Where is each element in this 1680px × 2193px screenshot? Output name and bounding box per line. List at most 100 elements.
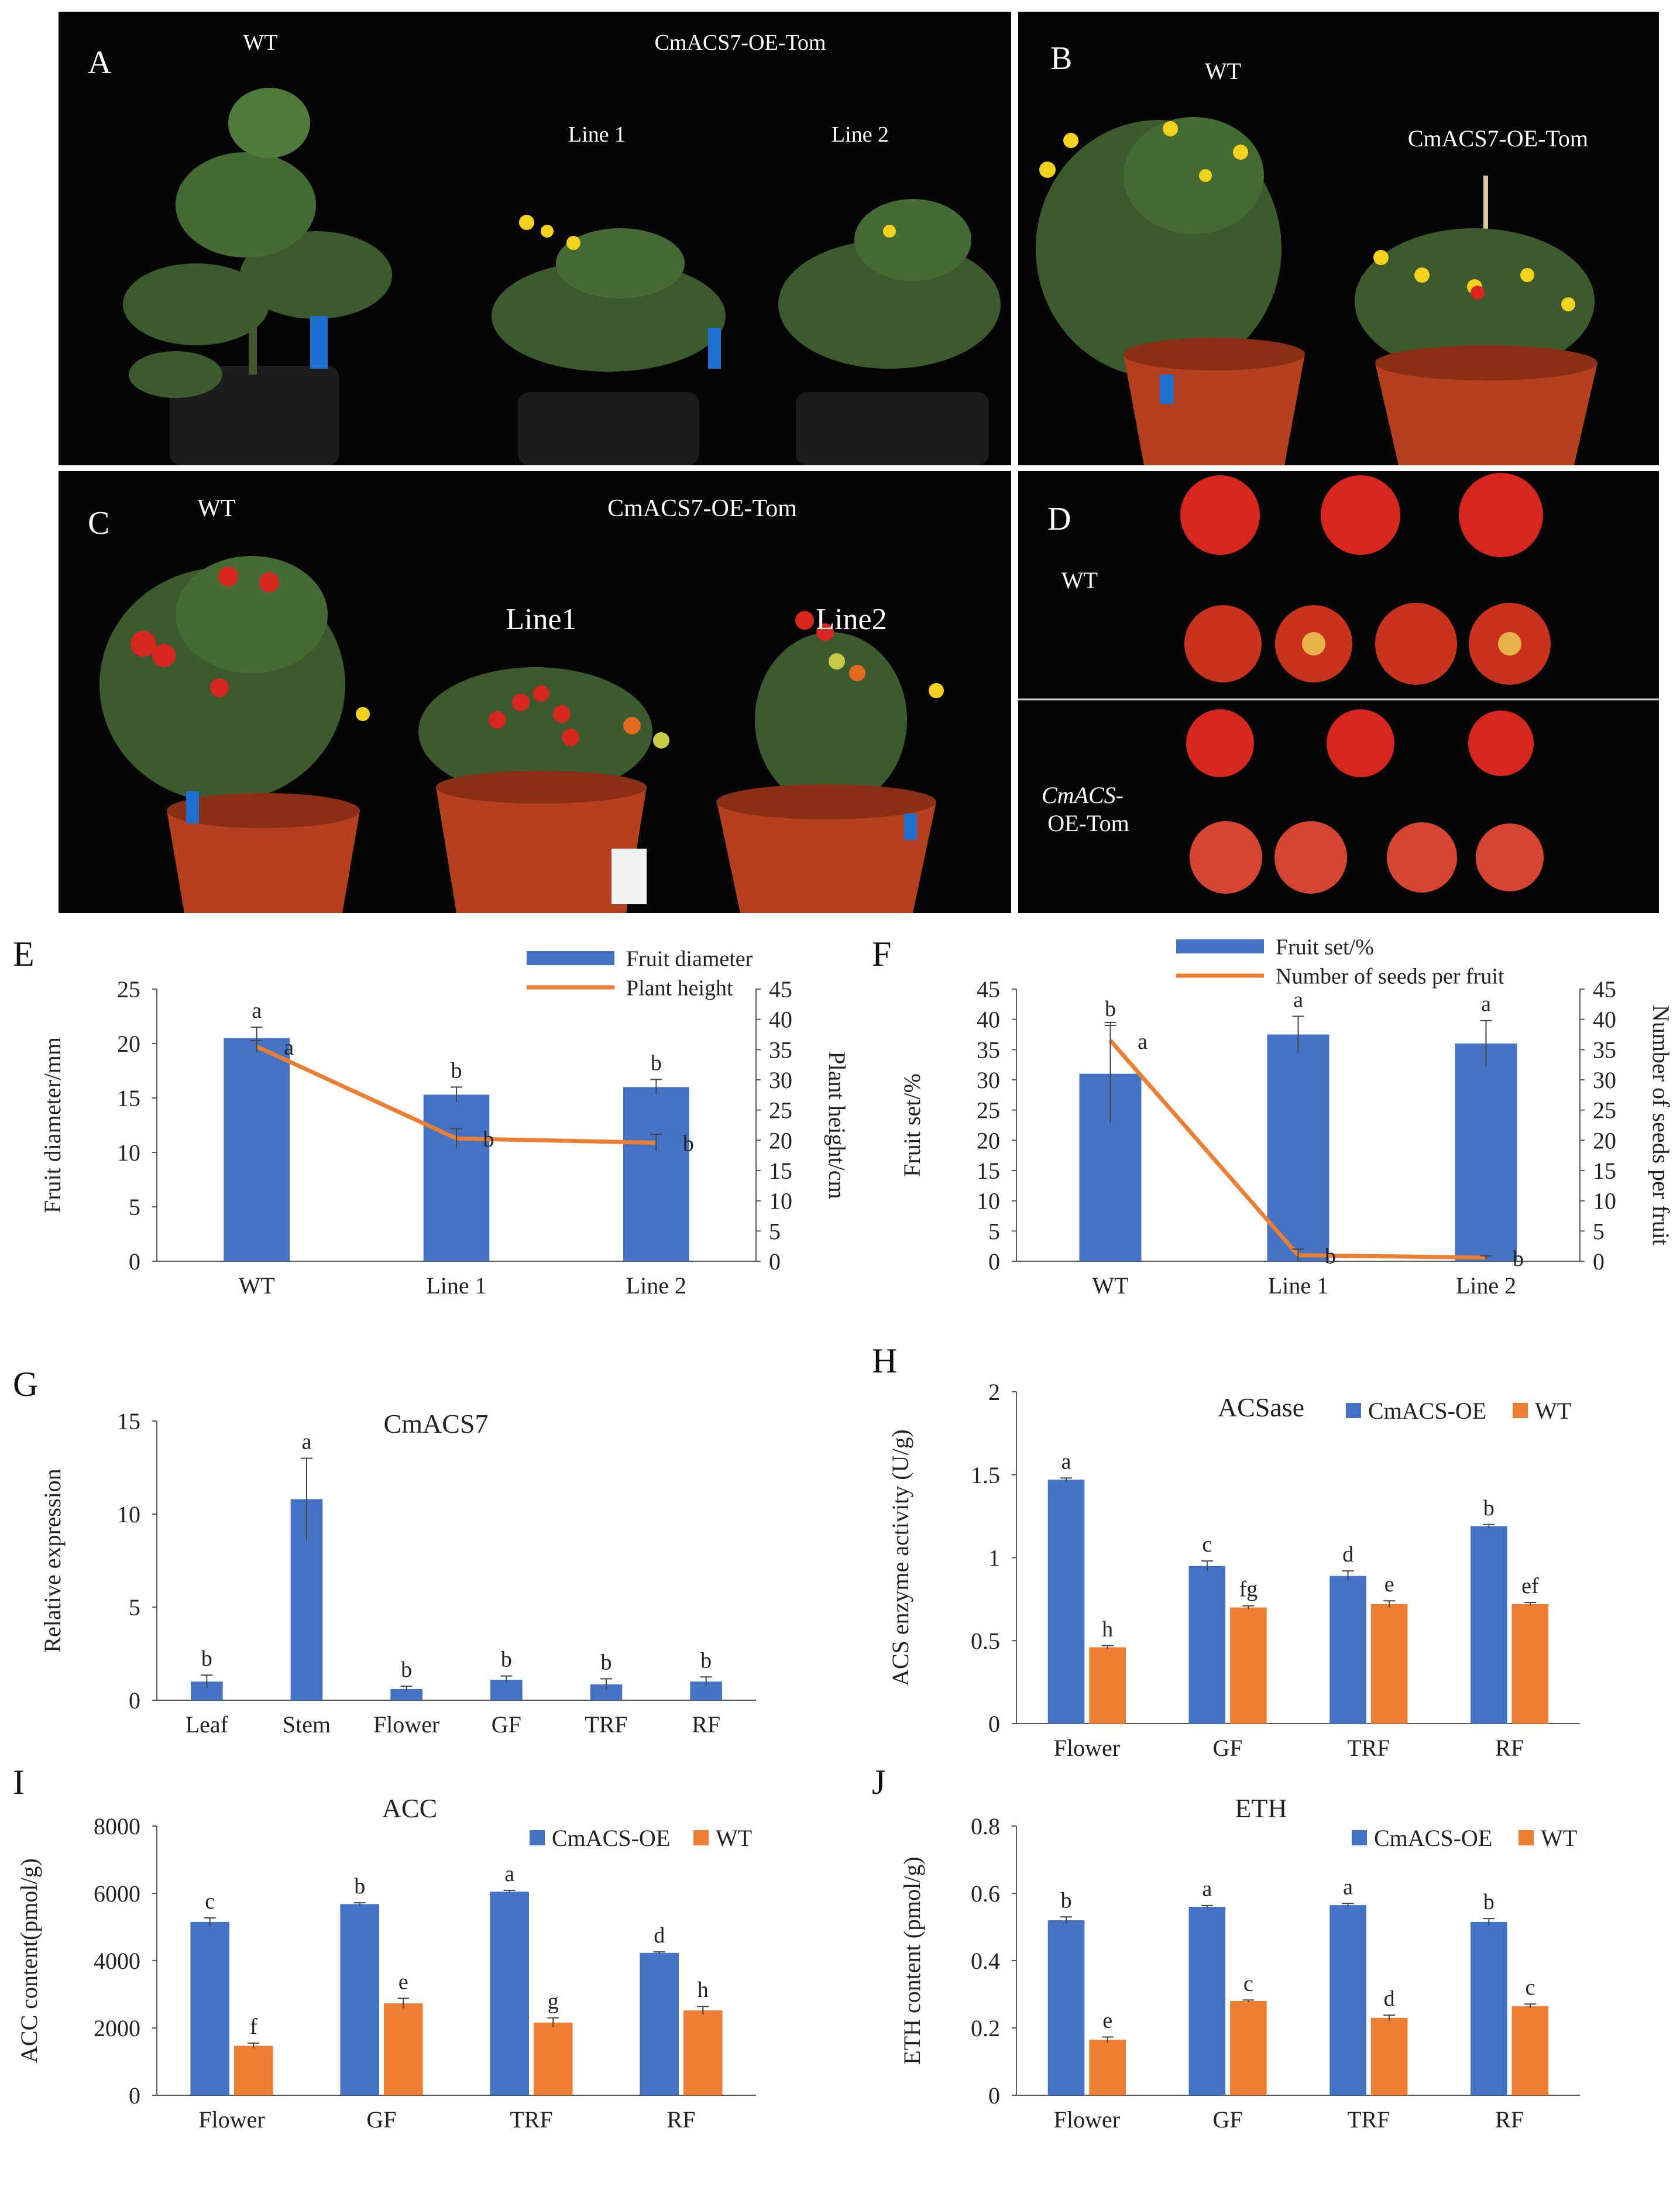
y-tick-label: 0 (988, 1248, 1000, 1275)
wt-plant-b (1036, 117, 1305, 465)
significance-letter: a (1481, 992, 1491, 1017)
y-tick-label: 6000 (94, 1880, 140, 1907)
y2-tick-label: 30 (1593, 1067, 1616, 1093)
significance-letter: c (205, 1889, 215, 1914)
significance-letter: b (651, 1051, 662, 1075)
legend-swatch (530, 1830, 545, 1845)
y-tick-label: 10 (117, 1140, 140, 1166)
legend-swatch-bar (527, 951, 614, 965)
bar-fruit-diameter-1 (423, 1094, 490, 1261)
y-tick-label: 20 (117, 1031, 140, 1057)
legend-label: Fruit set/% (1276, 935, 1374, 959)
legend-swatch (693, 1830, 709, 1845)
legend-label: WT (1541, 1825, 1577, 1851)
y-axis-label: ACS enzyme activity (U/g) (887, 1429, 913, 1686)
significance-letter: a (1138, 1029, 1148, 1054)
legend-label: CmACS-OE (1374, 1825, 1492, 1851)
bar-wt-3 (1511, 2006, 1549, 2095)
significance-letter: b (401, 1657, 412, 1682)
y2-tick-label: 30 (769, 1067, 792, 1093)
panel-c-photo: C WT CmACS7-OE-Tom Line1 Line2 (59, 471, 1011, 913)
label-wt-b: WT (1205, 58, 1241, 84)
chart-title: ACC (382, 1793, 438, 1823)
y-tick-label: 8000 (94, 1813, 140, 1839)
bar-wt-0 (1089, 2040, 1126, 2095)
bar-cmacs-oe-1 (340, 1904, 379, 2095)
significance-letter: b (1105, 997, 1116, 1021)
x-tick-label: WT (1092, 1272, 1128, 1299)
x-tick-label: Leaf (185, 1711, 229, 1738)
significance-letter: b (1483, 1496, 1495, 1521)
y2-tick-label: 45 (1593, 976, 1616, 1003)
chart-title: ACSase (1218, 1392, 1304, 1422)
legend-swatch-bar (1176, 939, 1264, 953)
significance-letter: h (698, 1978, 709, 2002)
wt-fruits-d (1180, 473, 1551, 685)
y-tick-label: 0.4 (971, 1948, 1000, 1974)
y-tick-label: 0.8 (971, 1813, 1000, 1839)
label-line2-c: Line2 (816, 603, 887, 636)
chart-title: ETH (1235, 1793, 1287, 1823)
significance-letter: b (1483, 1890, 1495, 1914)
panel-a-photo: A WT CmACS7-OE-Tom Line 1 Line 2 (59, 12, 1011, 465)
significance-letter: b (451, 1058, 462, 1083)
y2-tick-label: 0 (769, 1248, 781, 1275)
y-tick-label: 0 (988, 1711, 1000, 1737)
bar-wt-3 (683, 2010, 723, 2095)
significance-letter: f (250, 2014, 257, 2039)
x-tick-label: Flower (1054, 2106, 1120, 2133)
panel-letter-e: E (13, 935, 35, 973)
significance-letter: b (483, 1127, 494, 1152)
panel-letter-i: I (13, 1763, 25, 1801)
y2-tick-label: 20 (1593, 1127, 1616, 1154)
chart-f: F 0 5 10 15 20 25 30 35 40 45 Fruit set/% 0 5 10 15 20 25… (872, 935, 1674, 1299)
legend-label: Number of seeds per fruit (1276, 964, 1504, 989)
label-wt-d: WT (1061, 567, 1098, 593)
bar-wt-0 (1089, 1647, 1126, 1724)
x-tick-label: RF (1495, 1735, 1524, 1761)
label-wt-a: WT (243, 30, 277, 55)
panel-letter-f: F (872, 935, 891, 973)
x-tick-label: Line 2 (1456, 1272, 1516, 1299)
bar-fruit-diameter-2 (623, 1087, 689, 1261)
x-tick-label: GF (1213, 2106, 1243, 2133)
y-tick-label: 40 (977, 1007, 1000, 1033)
label-oe-c: CmACS7-OE-Tom (607, 495, 797, 522)
significance-letter: e (1102, 2009, 1112, 2033)
y2-tick-label: 20 (769, 1127, 792, 1154)
oe-line2-plant-c (716, 611, 944, 913)
y2-tick-label: 5 (769, 1218, 781, 1244)
significance-letter: a (302, 1430, 312, 1454)
y2-tick-label: 25 (769, 1097, 792, 1124)
bar-wt-1 (1230, 2001, 1267, 2095)
significance-letter: b (501, 1648, 512, 1672)
significance-letter: d (1384, 1986, 1395, 2011)
bar-cmacs-oe-2 (1329, 1576, 1366, 1724)
x-tick-label: GF (492, 1711, 521, 1738)
y-axis-label: ETH content (pmol/g) (899, 1856, 925, 2064)
oe-line2-plant-a (778, 199, 1001, 465)
y-axis-label: ACC content(pmol/g) (16, 1858, 42, 2063)
x-tick-label: GF (1213, 1735, 1243, 1761)
bar-cmacs-oe-0 (1047, 1920, 1085, 2095)
label-line1-c: Line1 (506, 603, 576, 636)
y-tick-label: 15 (977, 1158, 1000, 1184)
label-oe-a: CmACS7-OE-Tom (655, 30, 826, 55)
significance-letter: c (1202, 1532, 1212, 1557)
panel-letter-d: D (1047, 501, 1071, 537)
significance-letter: d (1342, 1542, 1353, 1567)
y2-tick-label: 0 (1593, 1248, 1605, 1275)
legend-label: WT (716, 1825, 752, 1851)
x-tick-label: Line 2 (626, 1272, 686, 1299)
x-tick-label: GF (366, 2106, 396, 2133)
y-tick-label: 1.5 (971, 1462, 1000, 1488)
chart-title: CmACS7 (384, 1409, 489, 1439)
y2-tick-label: 5 (1593, 1218, 1605, 1244)
bar-cmacs-oe-1 (1188, 1907, 1226, 2095)
bar-wt-1 (1230, 1607, 1267, 1724)
panel-letter-j: J (872, 1763, 885, 1801)
y-tick-label: 0 (129, 1687, 140, 1714)
panel-letter-c: C (88, 505, 109, 541)
significance-letter: h (1102, 1617, 1113, 1642)
x-tick-label: TRF (585, 1711, 627, 1738)
